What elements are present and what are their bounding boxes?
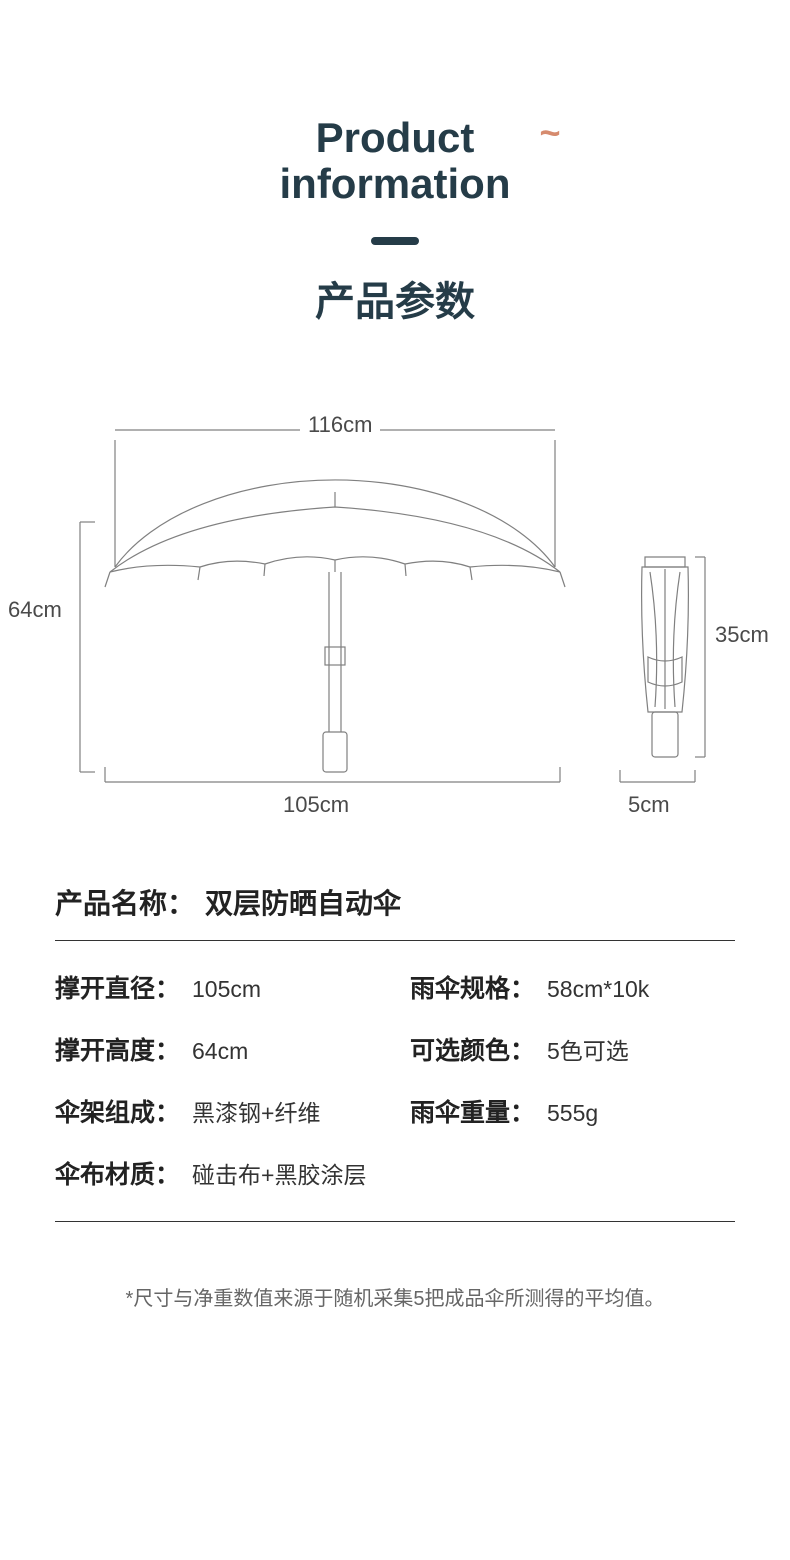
spec-label: 撑开直径： [55,969,180,1005]
spec-label: 雨伞重量： [410,1093,535,1129]
spec-grid: 撑开直径： 105cm 雨伞规格： 58cm*10k 撑开高度： 64cm 可选颜色： 5色可… [55,969,735,1222]
spec-label: 伞架组成： [55,1093,180,1129]
spec-item: 可选颜色： 5色可选 [410,1031,735,1067]
title-english: Product ~ information [280,115,511,207]
spec-item: 伞布材质： 碰击布+黑胶涂层 [55,1155,735,1191]
spec-item: 雨伞重量： 555g [410,1093,735,1129]
footnote: *尺寸与净重数值来源于随机采集5把成品伞所测得的平均值。 [0,1282,790,1311]
product-name-value: 双层防晒自动伞 [205,882,401,922]
product-name-row: 产品名称： 双层防晒自动伞 [55,882,735,941]
spec-label: 雨伞规格： [410,969,535,1005]
spec-item: 伞架组成： 黑漆钢+纤维 [55,1093,380,1129]
spec-value: 555g [547,1100,598,1127]
divider-bar [371,237,419,245]
spec-value: 5色可选 [547,1032,629,1066]
specs-section: 产品名称： 双层防晒自动伞 撑开直径： 105cm 雨伞规格： 58cm*10k 撑开高… [0,882,790,1222]
tilde-decoration: ~ [539,113,560,153]
spec-value: 碰击布+黑胶涂层 [192,1156,366,1190]
spec-value: 64cm [192,1038,248,1065]
spec-label: 撑开高度： [55,1031,180,1067]
spec-value: 105cm [192,976,261,1003]
spec-value: 58cm*10k [547,976,649,1003]
spec-value: 黑漆钢+纤维 [192,1094,320,1128]
product-name-label: 产品名称： [55,882,195,922]
spec-item: 撑开高度： 64cm [55,1031,380,1067]
spec-label: 伞布材质： [55,1155,180,1191]
title-en-line2: information [280,160,511,207]
dimension-diagram: 116cm 64cm 105cm 35cm 5cm [0,412,790,842]
spec-item: 撑开直径： 105cm [55,969,380,1005]
title-en-line1: Product [316,114,475,161]
diagram-svg [0,412,790,842]
spec-label: 可选颜色： [410,1031,535,1067]
title-chinese: 产品参数 [0,269,790,327]
spec-item: 雨伞规格： 58cm*10k [410,969,735,1005]
header-section: Product ~ information 产品参数 [0,0,790,327]
